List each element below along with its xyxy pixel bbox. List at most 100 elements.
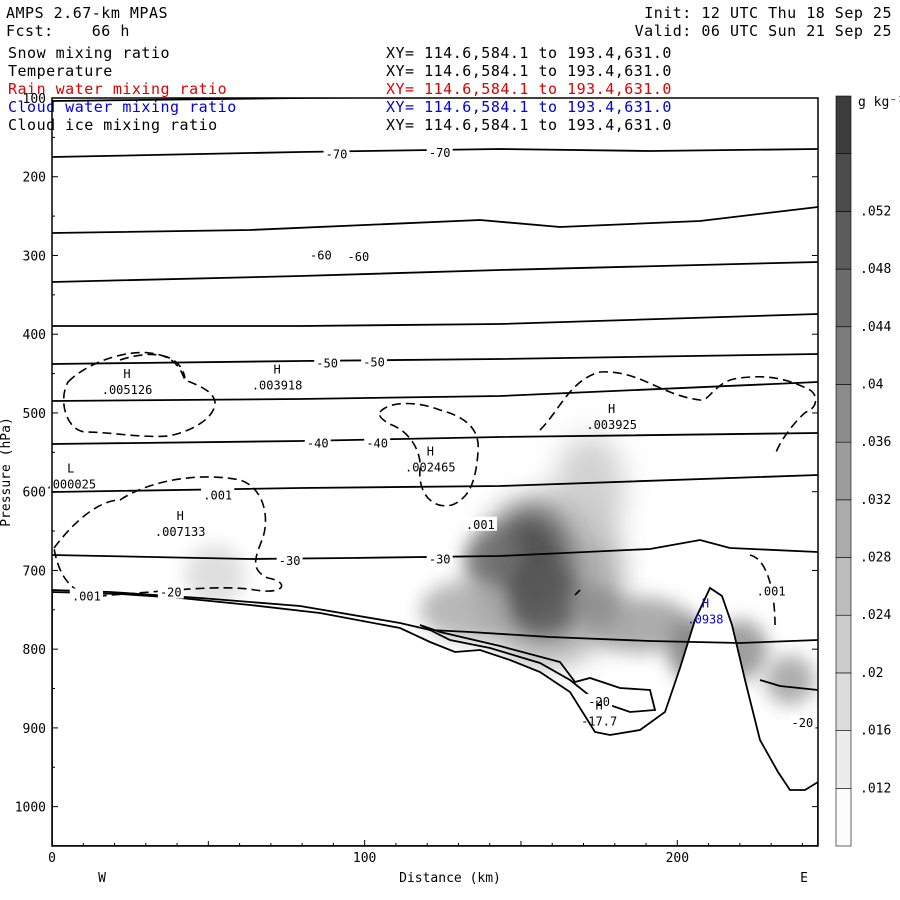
x-axis-label: Distance (km) xyxy=(399,871,501,886)
x-tick-label: 0 xyxy=(48,851,56,866)
isotherm-label-bg xyxy=(586,693,613,708)
ice-contour-label-bg xyxy=(201,487,235,502)
isotherm-label: -30 xyxy=(279,554,301,568)
colorbar-tick-label: .04 xyxy=(860,377,884,392)
x-tick-label: 200 xyxy=(666,851,689,866)
isotherm-label: -50 xyxy=(363,356,385,370)
legend-field-range: XY= 114.6,584.1 to 193.4,631.0 xyxy=(386,44,672,62)
legend-field-name: Temperature xyxy=(8,62,113,80)
isotherm-label: -30 xyxy=(429,552,451,566)
isotherm-label: -60 xyxy=(348,250,370,264)
y-tick-label: 800 xyxy=(23,643,46,658)
colorbar-tick-label: .052 xyxy=(860,204,891,219)
isotherm-label: -70 xyxy=(429,146,451,160)
isotherm-label: -70 xyxy=(326,148,348,162)
legend-field-range: XY= 114.6,584.1 to 193.4,631.0 xyxy=(386,116,672,134)
east-label: E xyxy=(800,871,808,886)
colorbar-bin xyxy=(835,441,852,501)
x-tick-label: 100 xyxy=(353,851,376,866)
extremum-value: -17.7 xyxy=(581,715,617,729)
colorbar-tick-label: .02 xyxy=(860,666,883,681)
colorbar-tick-label: .036 xyxy=(860,435,891,450)
isotherm-label-bg xyxy=(276,552,303,567)
colorbar-bin xyxy=(835,672,852,731)
colorbar-unit: g kg⁻¹ xyxy=(858,95,900,110)
fcst-label: Fcst: xyxy=(6,22,54,40)
colorbar-bin xyxy=(835,268,852,328)
extremum-value: .002465 xyxy=(405,460,456,474)
isotherm-label-bg xyxy=(361,354,387,369)
colorbar-bin xyxy=(835,326,852,385)
y-tick-label: 400 xyxy=(23,328,46,343)
ice-contour-label-bg xyxy=(463,516,497,531)
isotherm-label-bg xyxy=(314,355,341,370)
y-tick-label: 900 xyxy=(23,722,46,737)
colorbar-bin xyxy=(835,614,852,674)
extremum-marker: H xyxy=(608,402,615,416)
model-title: AMPS 2.67-km MPAS xyxy=(6,4,169,22)
contour-labels: -70 -70 -60 -60 -50 -50 -40 -40 -30 -30 -20 -20 -20.… xyxy=(45,145,816,730)
temperature-contours xyxy=(52,98,818,713)
cloud-ice-contours xyxy=(53,351,817,626)
extremum-value: .005126 xyxy=(102,383,153,397)
legend-field-range: XY= 114.6,584.1 to 193.4,631.0 xyxy=(386,62,672,80)
extremum-marker: H xyxy=(596,699,603,713)
colorbar-bin xyxy=(835,499,852,558)
isotherm-label-bg xyxy=(364,435,391,450)
west-label: W xyxy=(98,871,106,886)
legend-field-range: XY= 114.6,584.1 to 193.4,631.0 xyxy=(386,98,672,116)
legend-field-name: Cloud ice mixing ratio xyxy=(8,116,218,134)
isotherm-label: -40 xyxy=(366,437,388,451)
y-tick-label: 500 xyxy=(23,407,46,422)
init-time: Init: 12 UTC Thu 18 Sep 25 xyxy=(644,4,892,22)
ice-contour-label-bg xyxy=(754,583,788,598)
y-axis-label: Pressure (hPa) xyxy=(0,417,14,527)
extremum-marker: H xyxy=(123,367,130,381)
extremum-marker: H xyxy=(702,596,709,610)
isotherm-label: -20 xyxy=(588,695,610,709)
ice-contour-label: .001 xyxy=(72,589,101,603)
valid-time: Valid: 06 UTC Sun 21 Sep 25 xyxy=(634,22,892,40)
ice-contour-label: .001 xyxy=(757,585,786,599)
extremum-value: .0938 xyxy=(687,612,723,626)
extremum-value: .003925 xyxy=(586,418,637,432)
extremum-marker: H xyxy=(177,509,184,523)
isotherm-label-bg xyxy=(304,435,331,450)
ice-contour-label: .001 xyxy=(203,489,232,503)
colorbar-bin xyxy=(835,557,852,616)
legend-field-name: Rain water mixing ratio xyxy=(8,80,228,98)
isotherm-label-bg xyxy=(323,146,350,161)
isotherm-label: -50 xyxy=(316,356,338,370)
terrain-surface xyxy=(52,586,818,846)
extremum-value: .007133 xyxy=(155,525,206,539)
y-tick-label: 100 xyxy=(23,92,46,107)
legend-field-range: XY= 114.6,584.1 to 193.4,631.0 xyxy=(386,80,672,98)
colorbar-tick-label: .012 xyxy=(860,781,891,796)
colorbar: .012 .016 .02 .024 .028 .032 .036 .04 .044 .048 .0… xyxy=(835,95,900,847)
y-tick-label: 700 xyxy=(23,564,46,579)
colorbar-bin xyxy=(835,788,852,847)
isotherm-label: -40 xyxy=(307,437,329,451)
extremum-value: .003918 xyxy=(252,378,303,392)
ice-contour-label-bg xyxy=(69,588,103,603)
isotherm-label: -20 xyxy=(160,585,182,599)
ice-contour-label: .001 xyxy=(466,518,495,532)
legend-field-name: Cloud water mixing ratio xyxy=(8,98,237,116)
colorbar-tick-label: .024 xyxy=(860,608,891,623)
y-tick-label: 200 xyxy=(23,171,46,186)
colorbar-tick-label: .016 xyxy=(860,724,891,739)
plot-frame xyxy=(51,97,819,847)
y-tick-label: 300 xyxy=(23,249,46,264)
colorbar-tick-label: .048 xyxy=(860,262,891,277)
colorbar-tick-label: .028 xyxy=(860,551,891,566)
colorbar-tick-label: .044 xyxy=(860,320,891,335)
isotherm-label-bg xyxy=(426,551,453,566)
extremum-marker: H xyxy=(427,444,434,458)
colorbar-bin xyxy=(835,730,852,789)
forecast-hour: Fcst: 66 h xyxy=(6,22,130,40)
colorbar-bin xyxy=(835,211,852,270)
extremum-marker: L xyxy=(67,462,74,476)
isotherm-label-bg xyxy=(345,249,372,264)
colorbar-bin xyxy=(835,384,852,443)
